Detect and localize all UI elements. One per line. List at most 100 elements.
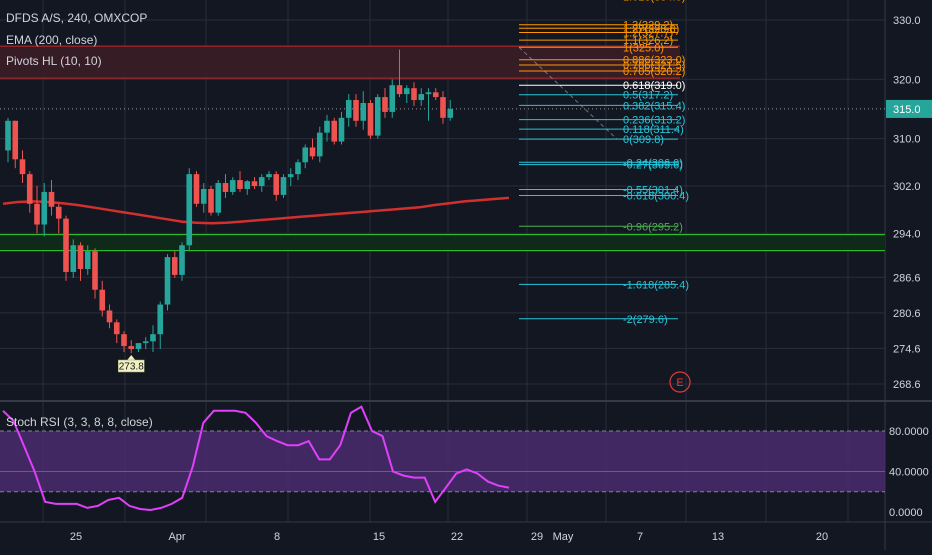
fib-level-label: 0.118(311.4) xyxy=(623,124,684,136)
fib-level-label: -0.27(305.6) xyxy=(623,160,683,172)
time-tick-label: 15 xyxy=(373,531,385,543)
fib-level-label: 0.786(321.5) xyxy=(623,60,685,72)
candle-body xyxy=(63,218,69,272)
time-tick-label: 8 xyxy=(274,531,280,543)
candle-body xyxy=(447,108,454,118)
fib-level-label: -0.618(300.4) xyxy=(623,190,689,202)
candle-body xyxy=(19,159,26,175)
candle-body xyxy=(186,174,193,246)
candle-body xyxy=(171,257,178,275)
price-tick-label: 330.0 xyxy=(893,15,921,27)
price-tick-label: 274.6 xyxy=(893,343,921,355)
stoch-rsi-label[interactable]: Stoch RSI (3, 3, 8, 8, close) xyxy=(6,415,153,429)
current-price-label: 315.0 xyxy=(893,104,921,116)
fib-trend-line xyxy=(518,46,618,140)
fib-level-label: 0.382(315.4) xyxy=(623,100,685,112)
candle-body xyxy=(324,120,330,133)
candle-body xyxy=(12,120,19,160)
price-tick-label: 310.0 xyxy=(893,134,921,146)
fib-level-label: -2(279.6) xyxy=(623,314,668,326)
candle-body xyxy=(222,183,229,192)
time-tick-label: 22 xyxy=(451,531,463,543)
candle-body xyxy=(164,257,171,305)
candle-body xyxy=(360,102,367,121)
candle-body xyxy=(84,251,91,269)
resistance-zone xyxy=(0,46,680,79)
candle-body xyxy=(200,188,207,204)
time-tick-label: 25 xyxy=(70,531,82,543)
candle-body xyxy=(41,191,48,225)
candle-body xyxy=(280,177,287,195)
fib-level-label: 1.618(334.0) xyxy=(623,0,685,3)
candle-body xyxy=(99,289,106,311)
candle-body xyxy=(440,97,446,118)
candle-body xyxy=(251,181,258,186)
candle-body xyxy=(266,174,272,178)
candle-body xyxy=(26,174,33,204)
time-tick-label: 7 xyxy=(637,531,643,543)
candle-body xyxy=(273,174,280,195)
candle-body xyxy=(403,88,410,95)
earnings-event-marker xyxy=(669,371,691,393)
fib-level-label: 0.705(320.2) xyxy=(623,66,685,78)
candle-body xyxy=(142,341,149,344)
rsi-tick-label: 80.0000 xyxy=(889,426,929,438)
candle-body xyxy=(389,85,396,112)
fib-levels: 1.618(334.0)1.3(329.2)1.27(328.8)1.2(327… xyxy=(518,0,689,326)
fib-level-label: -0.55(301.4) xyxy=(623,185,683,197)
candle-body xyxy=(418,94,425,101)
candle-body xyxy=(338,117,345,142)
time-tick-label: 13 xyxy=(712,531,724,543)
fib-level-label: 0(309.8) xyxy=(623,134,664,146)
pivots-legend-label[interactable]: Pivots HL (10, 10) xyxy=(6,54,102,68)
price-axis[interactable]: 330.0 320.0 310.0 302.0 294.0 286.6 280.6 274.6… xyxy=(886,15,932,519)
candle-body xyxy=(396,85,403,95)
candle-body xyxy=(128,346,135,350)
time-tick-label: May xyxy=(553,531,574,543)
price-tick-label: 280.6 xyxy=(893,308,921,320)
candle-body xyxy=(425,92,432,95)
fib-level-label: 1(325.0) xyxy=(623,42,664,54)
candle-body xyxy=(208,188,214,213)
chart-title: DFDS A/S, 240, OMXCOP xyxy=(6,11,148,25)
candle-body xyxy=(55,206,62,219)
candle-body xyxy=(150,334,156,342)
stoch-rsi-line xyxy=(2,405,510,512)
ema-legend-label[interactable]: EMA (200, close) xyxy=(6,33,98,47)
candle-body xyxy=(367,102,374,136)
stoch-rsi-band xyxy=(0,431,885,492)
ema-layer xyxy=(2,196,510,225)
price-tick-label: 302.0 xyxy=(893,181,921,193)
candle-body xyxy=(302,147,309,163)
candle-body xyxy=(237,180,243,189)
candle-body xyxy=(345,100,352,118)
time-tick-label: 29 xyxy=(531,531,543,543)
low-pivot-box xyxy=(118,359,145,373)
rsi-tick-label: 40.0000 xyxy=(889,467,929,479)
candle-body xyxy=(229,180,236,192)
markers: 273.8 E xyxy=(118,355,691,393)
candle-body xyxy=(135,343,142,350)
fib-level-label: 0.236(313.2) xyxy=(623,115,685,127)
candle-body xyxy=(244,181,251,189)
price-tick-label: 268.6 xyxy=(893,379,921,391)
candle-body xyxy=(193,174,200,204)
time-axis[interactable]: 25 Apr 8 15 22 29 May 7 13 20 xyxy=(70,531,828,543)
fib-level-label: 1.2(327.7) xyxy=(623,27,673,39)
candle-body xyxy=(353,100,359,121)
rsi-pane xyxy=(0,405,885,512)
price-tick-label: 286.6 xyxy=(893,272,921,284)
candle-body xyxy=(34,203,40,225)
candles xyxy=(5,49,454,354)
candle-body xyxy=(374,97,381,136)
current-price-badge xyxy=(886,99,932,118)
candle-body xyxy=(316,132,323,157)
time-tick-label: 20 xyxy=(816,531,828,543)
fib-level-label: 0.618(319.0) xyxy=(623,80,685,92)
candle-body xyxy=(382,97,388,112)
fib-level-label: 0.5(317.2) xyxy=(623,90,673,102)
candle-body xyxy=(77,245,84,269)
rsi-tick-label: 0.0000 xyxy=(889,507,923,519)
